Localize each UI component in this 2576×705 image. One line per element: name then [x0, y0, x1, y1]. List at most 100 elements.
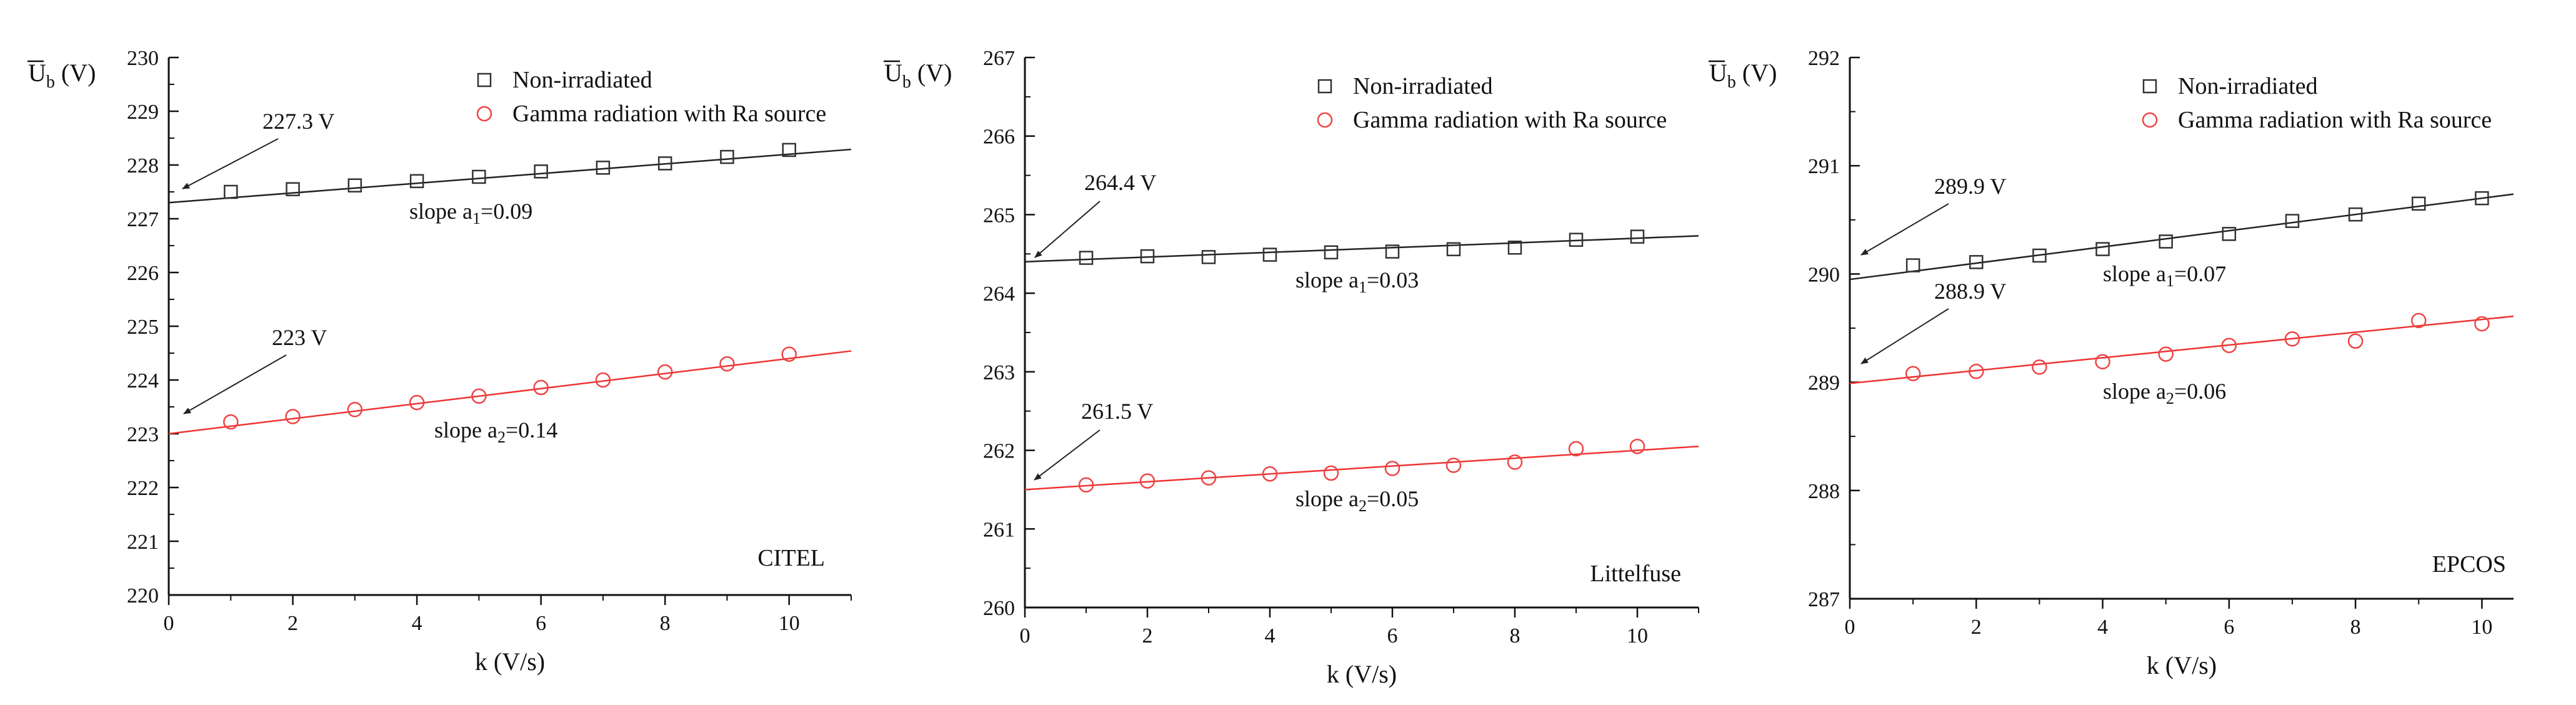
data-point-circle	[347, 402, 363, 418]
chart-panel-citel: 220 221 222 223 224 225 226 227 228 229 230 0 2 4 6 8 10…	[27, 47, 852, 676]
fit-line-gamma	[1024, 446, 1699, 491]
x-tick-label: 4	[412, 612, 422, 635]
data-point-square	[1385, 244, 1400, 259]
data-point-square	[596, 161, 611, 175]
data-point-circle	[1201, 470, 1217, 486]
y-tick-label: 292	[1808, 47, 1840, 70]
slope-label-subscript: 2	[2166, 389, 2174, 408]
y-axis-title-subscript: b	[902, 72, 911, 92]
data-point-square	[1969, 255, 1984, 269]
y-axis-title-symbol: U	[28, 59, 46, 87]
slope-label: slope a2=0.14	[434, 418, 557, 446]
slope-label-text: slope a	[1295, 268, 1359, 292]
data-point-square	[782, 142, 796, 158]
data-point-circle	[2474, 316, 2490, 332]
intercept-label: 223 V	[272, 325, 327, 350]
fit-line-gamma	[168, 350, 852, 435]
x-tick-label: 8	[1510, 624, 1520, 648]
y-tick-label: 262	[983, 440, 1015, 463]
intercept-arrow	[1034, 201, 1101, 258]
data-point-square	[2285, 214, 2300, 228]
data-point-circle	[1629, 439, 1645, 454]
y-tick-label: 291	[1808, 155, 1840, 178]
data-point-square	[1324, 245, 1339, 260]
y-tick-label: 267	[983, 47, 1015, 70]
data-point-circle	[595, 372, 611, 388]
x-tick-label: 10	[1627, 624, 1648, 648]
y-tick-label: 289	[1808, 372, 1840, 395]
y-tick-label: 222	[127, 477, 159, 500]
y-axis-title-subscript: b	[1727, 72, 1736, 92]
data-point-square	[1507, 240, 1522, 255]
x-axis-title: k (V/s)	[475, 648, 545, 676]
slope-label-subscript: 1	[472, 209, 481, 228]
slope-label-subscript: 1	[1359, 278, 1367, 296]
y-tick-label: 261	[983, 518, 1015, 541]
legend-label: Gamma radiation with Ra source	[2178, 107, 2492, 133]
y-tick-label: 263	[983, 361, 1015, 384]
slope-label-value: =0.07	[2174, 261, 2226, 286]
x-tick-label: 10	[2471, 616, 2492, 639]
intercept-label: 261.5 V	[1081, 399, 1153, 424]
data-point-square	[347, 178, 362, 192]
legend-label: Gamma radiation with Ra source	[512, 101, 826, 127]
y-tick-label: 228	[127, 154, 159, 178]
x-tick-label: 8	[2350, 616, 2361, 639]
x-axis-title: k (V/s)	[2147, 651, 2217, 679]
data-point-circle	[1905, 366, 1921, 381]
y-tick-label: 230	[127, 47, 159, 70]
legend-marker-circle	[1317, 112, 1333, 128]
data-point-square	[409, 174, 424, 189]
fit-line-non-irradiated	[1024, 235, 1699, 263]
data-point-square	[1905, 258, 1920, 272]
x-tick-label: 2	[1971, 616, 1982, 639]
intercept-arrow	[1860, 308, 1949, 364]
data-point-circle	[1568, 441, 1584, 457]
x-axis-title: k (V/s)	[1327, 660, 1397, 688]
x-tick-label: 4	[1265, 624, 1276, 648]
slope-label-value: =0.05	[1367, 486, 1419, 511]
slope-label-value: =0.14	[506, 418, 557, 442]
slope-label: slope a1=0.09	[409, 199, 532, 228]
y-axis-title-symbol: U	[1709, 59, 1727, 87]
y-tick-label: 290	[1808, 263, 1840, 286]
legend-label: Non-irradiated	[2178, 73, 2318, 99]
chart-panel-littelfuse: 260 261 262 263 264 265 266 267 0 2 4 6 8 10 k (V/s) Ub…	[884, 47, 1699, 688]
data-point-square	[286, 182, 300, 196]
data-point-square	[472, 169, 486, 184]
intercept-label: 289.9 V	[1934, 174, 2006, 199]
slope-label: slope a2=0.06	[2103, 379, 2226, 408]
brand-label: Littelfuse	[1590, 561, 1681, 587]
data-point-square	[2095, 242, 2110, 256]
legend-marker-circle	[2142, 112, 2158, 128]
slope-label-text: slope a	[2103, 261, 2166, 286]
data-point-square	[1262, 248, 1277, 262]
data-point-square	[534, 164, 548, 179]
slope-label-text: slope a	[2103, 379, 2166, 404]
data-point-circle	[409, 394, 425, 411]
brand-label: CITEL	[757, 545, 825, 571]
y-tick-label: 220	[127, 584, 159, 608]
intercept-label: 227.3 V	[262, 109, 334, 134]
data-point-square	[224, 184, 238, 199]
intercept-arrow	[183, 354, 287, 414]
slope-label-value: =0.06	[2174, 379, 2226, 404]
x-tick-label: 2	[287, 612, 298, 635]
x-tick-label: 0	[1845, 616, 1855, 639]
x-tick-label: 8	[660, 612, 671, 635]
y-axis-title-unit: (V)	[917, 59, 952, 87]
y-tick-label: 229	[127, 101, 159, 124]
data-point-square	[720, 149, 734, 164]
data-point-square	[2222, 227, 2237, 241]
data-point-circle	[2284, 331, 2300, 347]
y-tick-label: 288	[1808, 480, 1840, 503]
legend-marker-square	[1317, 79, 1332, 94]
data-point-circle	[2221, 338, 2237, 353]
intercept-label: 288.9 V	[1934, 279, 2006, 304]
data-point-circle	[2158, 346, 2174, 362]
data-point-square	[1201, 250, 1216, 264]
brand-label: EPCOS	[2432, 551, 2506, 578]
data-point-circle	[471, 388, 487, 404]
y-axis-title-subscript: b	[46, 72, 55, 92]
data-point-circle	[223, 414, 239, 430]
